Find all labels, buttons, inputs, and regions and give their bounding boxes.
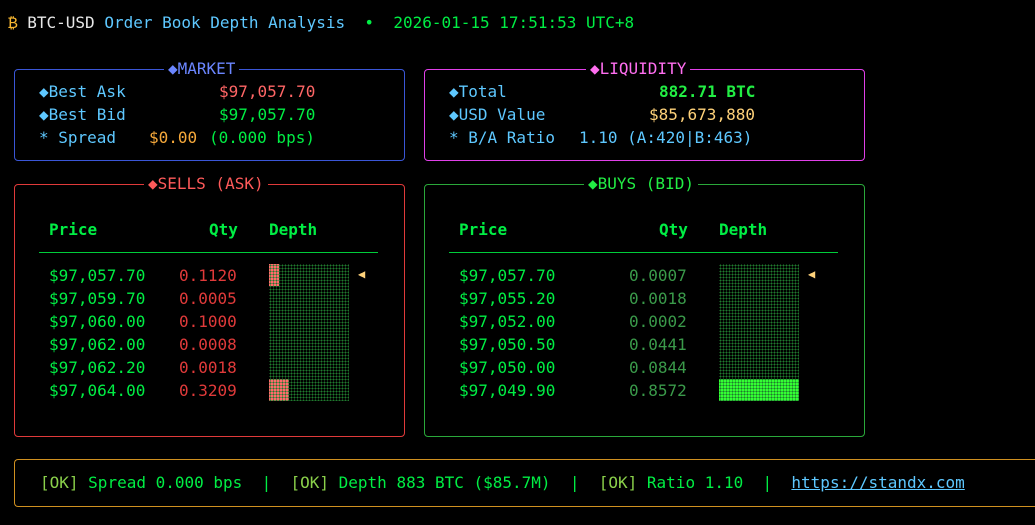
sells-row-qty: 0.1000: [179, 312, 237, 331]
sells-depth-header: Depth: [269, 220, 318, 239]
sells-panel-title: ◆SELLS (ASK): [144, 173, 268, 195]
sells-qty-header: Qty: [209, 220, 238, 239]
status-separator: |: [261, 473, 272, 492]
best-bid-value: $97,057.70: [219, 105, 316, 124]
buys-header-divider: [449, 252, 838, 253]
sells-row-price: $97,057.70: [49, 266, 146, 285]
spread-value: $0.00: [149, 128, 198, 147]
status-ok-spread: [OK]: [40, 473, 79, 492]
ba-ratio-value: 1.10 (A:420|B:463): [579, 128, 753, 147]
bitcoin-icon: ₿: [8, 13, 18, 32]
sells-row-qty: 0.1120: [179, 266, 237, 285]
usd-value: $85,673,880: [649, 105, 755, 124]
buys-row-price: $97,052.00: [459, 312, 556, 331]
best-ask-label: ◆Best Ask: [39, 82, 126, 101]
buys-row-qty: 0.0018: [629, 289, 687, 308]
spread-bps: (0.000 bps): [209, 128, 315, 147]
sells-best-marker-icon: ◀: [358, 267, 366, 281]
buys-depth-header: Depth: [719, 220, 768, 239]
status-dot-icon: •: [364, 13, 375, 32]
status-line: [OK] Spread 0.000 bps | [OK] Depth 883 B…: [40, 471, 965, 494]
buys-panel-title: ◆BUYS (BID): [584, 173, 698, 195]
status-ratio-text: Ratio 1.10: [646, 473, 744, 492]
status-separator: |: [762, 473, 773, 492]
buys-qty-header: Qty: [659, 220, 688, 239]
status-separator: |: [569, 473, 580, 492]
best-bid-label: ◆Best Bid: [39, 105, 126, 124]
total-label: ◆Total: [449, 82, 507, 101]
sells-row-qty: 0.0005: [179, 289, 237, 308]
sells-row-qty: 0.0018: [179, 358, 237, 377]
sells-depth-track: [269, 264, 349, 401]
buys-row-qty: 0.0441: [629, 335, 687, 354]
buys-row-qty: 0.0002: [629, 312, 687, 331]
buys-best-marker-icon: ◀: [808, 267, 816, 281]
page-title: Order Book Depth Analysis: [104, 13, 346, 32]
buys-row-qty: 0.8572: [629, 381, 687, 400]
best-ask-value: $97,057.70: [219, 82, 316, 101]
header: ₿ BTC-USD Order Book Depth Analysis • 20…: [8, 11, 634, 34]
usd-value-label: ◆USD Value: [449, 105, 546, 124]
buys-row-price: $97,049.90: [459, 381, 556, 400]
status-bar: [14, 459, 1035, 507]
status-ok-depth: [OK]: [290, 473, 329, 492]
sells-row-qty: 0.3209: [179, 381, 237, 400]
status-depth-text: Depth 883 BTC ($85.7M): [338, 473, 551, 492]
sells-row-price: $97,064.00: [49, 381, 146, 400]
timestamp: 2026-01-15 17:51:53 UTC+8: [393, 13, 635, 32]
status-ok-ratio: [OK]: [598, 473, 638, 492]
buys-row-price: $97,050.50: [459, 335, 556, 354]
buys-row-price: $97,057.70: [459, 266, 556, 285]
sells-row-price: $97,062.20: [49, 358, 146, 377]
spread-label: * Spread: [39, 128, 117, 147]
ba-ratio-label: * B/A Ratio: [449, 128, 555, 147]
sells-row-qty: 0.0008: [179, 335, 237, 354]
sells-row-price: $97,062.00: [49, 335, 146, 354]
status-spread-text: Spread 0.000 bps: [88, 473, 243, 492]
sells-row-price: $97,060.00: [49, 312, 146, 331]
symbol: BTC-USD: [27, 13, 95, 32]
market-panel: ◆MARKET: [14, 58, 405, 161]
standx-link[interactable]: https://standx.com: [791, 473, 965, 492]
buys-row-qty: 0.0844: [629, 358, 687, 377]
buys-depth-track: [719, 264, 799, 401]
buys-row-qty: 0.0007: [629, 266, 687, 285]
sells-price-header: Price: [49, 220, 98, 239]
sells-row-price: $97,059.70: [49, 289, 146, 308]
buys-row-price: $97,050.00: [459, 358, 556, 377]
sells-panel: ◆SELLS (ASK): [14, 173, 405, 437]
buys-panel: ◆BUYS (BID): [424, 173, 865, 437]
buys-row-price: $97,055.20: [459, 289, 556, 308]
liquidity-panel-title: ◆LIQUIDITY: [586, 58, 691, 80]
sells-header-divider: [39, 252, 378, 253]
total-value: 882.71 BTC: [659, 82, 756, 101]
market-panel-title: ◆MARKET: [164, 58, 240, 80]
buys-price-header: Price: [459, 220, 508, 239]
liquidity-panel: ◆LIQUIDITY: [424, 58, 865, 161]
